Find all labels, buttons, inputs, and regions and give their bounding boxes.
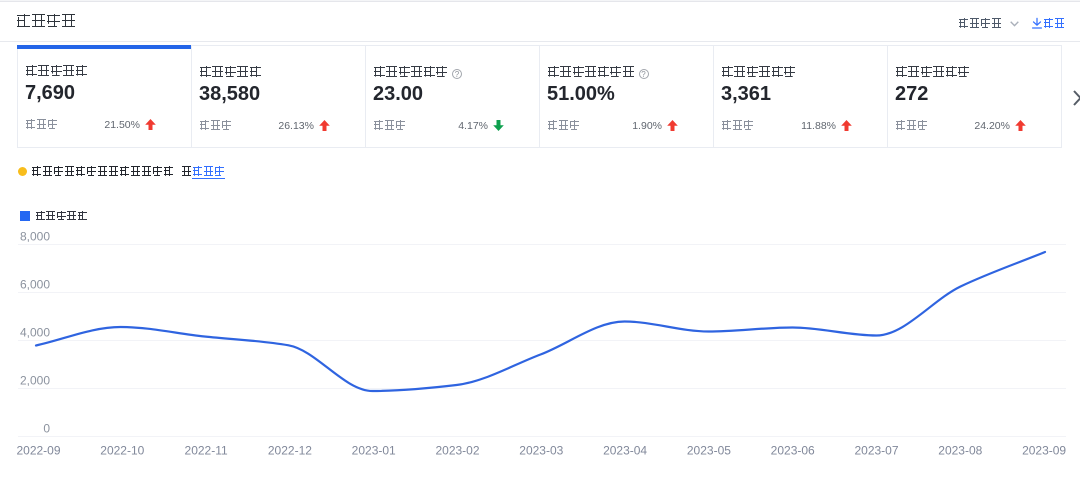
svg-text:2022-10: 2022-10 (100, 444, 144, 458)
svg-text:2022-09: 2022-09 (16, 444, 60, 458)
svg-text:2023-09: 2023-09 (1022, 444, 1066, 458)
svg-text:2023-03: 2023-03 (519, 444, 563, 458)
svg-text:8,000: 8,000 (20, 230, 50, 244)
svg-text:2022-11: 2022-11 (185, 444, 228, 458)
svg-text:2023-06: 2023-06 (771, 444, 815, 458)
svg-text:2023-05: 2023-05 (687, 444, 731, 458)
svg-text:2022-12: 2022-12 (268, 444, 312, 458)
svg-text:4,000: 4,000 (20, 326, 50, 340)
svg-text:2023-04: 2023-04 (603, 444, 647, 458)
svg-text:2023-07: 2023-07 (854, 444, 898, 458)
svg-text:2,000: 2,000 (20, 374, 50, 388)
svg-text:2023-02: 2023-02 (435, 444, 479, 458)
svg-text:0: 0 (43, 422, 50, 436)
svg-text:2023-08: 2023-08 (938, 444, 982, 458)
svg-text:2023-01: 2023-01 (352, 444, 396, 458)
svg-text:6,000: 6,000 (20, 278, 50, 292)
